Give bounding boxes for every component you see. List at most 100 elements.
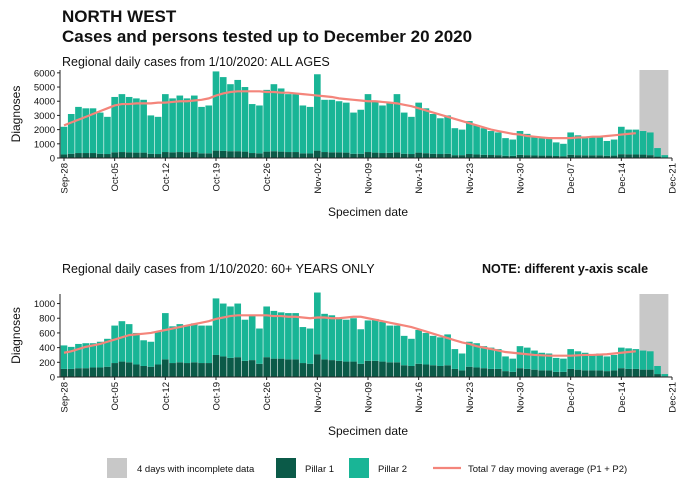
bar <box>67 368 75 377</box>
bar <box>118 152 126 158</box>
bar <box>169 326 176 364</box>
bar <box>285 359 292 377</box>
bar <box>342 152 350 158</box>
bar <box>458 370 466 377</box>
bar <box>437 154 444 158</box>
bar <box>183 363 191 377</box>
bar <box>292 152 299 158</box>
bar <box>400 335 408 366</box>
bar <box>603 371 611 377</box>
bar <box>321 99 328 153</box>
bar <box>357 329 365 364</box>
x-tick-label: Oct-26 <box>262 163 273 192</box>
bar <box>176 324 184 363</box>
bar <box>523 347 531 369</box>
bar <box>198 153 205 158</box>
legend-label: Pillar 2 <box>378 464 407 475</box>
bar <box>574 155 582 158</box>
bar <box>473 367 480 377</box>
bar <box>422 364 430 377</box>
bar <box>654 156 661 158</box>
y-tick-label: 6000 <box>34 68 55 79</box>
bar <box>270 84 278 152</box>
bar <box>335 318 343 361</box>
bar <box>487 347 495 369</box>
bar <box>111 96 118 153</box>
bar <box>523 368 531 377</box>
bar <box>654 365 661 375</box>
bar <box>552 142 560 157</box>
legend-swatch <box>349 458 369 478</box>
bar <box>646 132 654 156</box>
bar <box>603 155 611 158</box>
bar <box>60 154 68 158</box>
bar <box>596 136 603 156</box>
bar <box>451 128 459 156</box>
bar <box>473 125 480 155</box>
bar <box>176 362 184 377</box>
bar <box>328 315 336 361</box>
x-tick-label: Oct-19 <box>212 382 223 411</box>
bar <box>169 363 176 377</box>
bar <box>444 115 451 154</box>
bar <box>654 148 661 157</box>
x-tick-label: Nov-09 <box>364 382 375 413</box>
bar <box>516 346 524 369</box>
bar <box>342 319 350 362</box>
bar <box>589 155 596 158</box>
bar <box>89 153 97 158</box>
bar <box>205 363 213 377</box>
bar <box>198 363 205 377</box>
bar <box>190 152 198 158</box>
bar <box>104 116 111 155</box>
bar <box>350 361 357 377</box>
bar <box>183 98 191 153</box>
bar <box>314 150 321 158</box>
bar <box>552 357 560 372</box>
bar <box>386 152 394 158</box>
bar <box>545 370 553 377</box>
bar <box>96 367 104 377</box>
bar <box>357 109 365 154</box>
y-tick-label: 4000 <box>34 97 55 108</box>
bar <box>567 132 574 155</box>
legend-label: Total 7 day moving average (P1 + P2) <box>468 464 627 475</box>
bar <box>256 105 263 154</box>
bar <box>444 365 451 377</box>
bar <box>466 341 473 367</box>
bar <box>596 155 603 158</box>
panel-title: Regional daily cases from 1/10/2020: ALL… <box>62 55 330 69</box>
bar <box>393 94 401 153</box>
bar <box>451 368 459 377</box>
bar <box>487 131 495 156</box>
y-tick-label: 3000 <box>34 111 55 122</box>
bar <box>408 154 415 158</box>
x-tick-label: Dec-21 <box>668 382 679 413</box>
bar <box>219 356 227 377</box>
bar <box>386 362 394 377</box>
x-tick-label: Nov-30 <box>516 382 527 413</box>
bar <box>661 155 669 158</box>
bar <box>574 135 582 156</box>
bar <box>618 368 625 377</box>
bar <box>335 152 343 158</box>
bar <box>162 152 169 158</box>
panel-note: NOTE: different y-axis scale <box>482 262 648 276</box>
bar <box>219 303 227 357</box>
bar <box>169 152 176 158</box>
bar <box>75 368 82 377</box>
bar <box>60 126 68 155</box>
x-axis-title: Specimen date <box>328 424 408 438</box>
bar <box>589 370 596 377</box>
bar <box>60 345 68 369</box>
bar <box>67 346 75 369</box>
bar <box>133 364 140 377</box>
bar <box>567 349 574 369</box>
x-tick-label: Dec-07 <box>566 163 577 194</box>
bar <box>386 102 394 153</box>
bar <box>111 363 118 377</box>
bar <box>538 352 546 371</box>
bar <box>502 356 509 372</box>
bar <box>263 357 270 377</box>
bar <box>422 332 430 365</box>
